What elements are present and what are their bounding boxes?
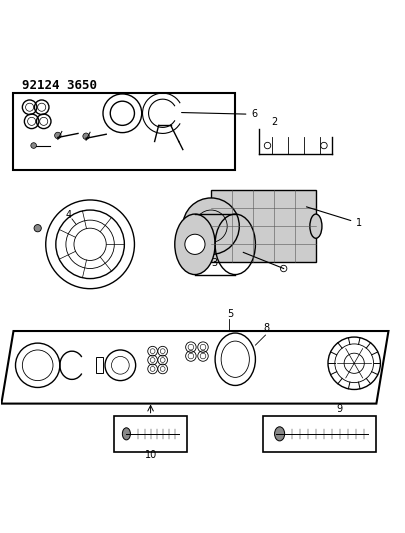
- Text: 1: 1: [306, 207, 361, 228]
- Ellipse shape: [274, 427, 284, 441]
- FancyBboxPatch shape: [211, 190, 315, 262]
- Circle shape: [31, 143, 36, 148]
- Bar: [114, 416, 186, 452]
- Bar: [13, 93, 234, 169]
- Ellipse shape: [174, 214, 215, 274]
- Circle shape: [55, 132, 61, 139]
- Text: 6: 6: [181, 109, 257, 119]
- Circle shape: [182, 198, 239, 254]
- Text: 8: 8: [263, 323, 269, 333]
- Text: 10: 10: [144, 450, 156, 460]
- Text: 5: 5: [227, 309, 233, 319]
- Text: 2: 2: [271, 117, 277, 127]
- Circle shape: [184, 234, 205, 254]
- Bar: [96, 357, 103, 373]
- Bar: [263, 416, 375, 452]
- Text: 92124 3650: 92124 3650: [21, 79, 96, 92]
- Ellipse shape: [309, 214, 321, 238]
- Text: 4: 4: [66, 210, 72, 220]
- Circle shape: [83, 133, 89, 140]
- Circle shape: [280, 265, 286, 272]
- Circle shape: [34, 224, 41, 232]
- Text: 3: 3: [211, 259, 217, 269]
- Ellipse shape: [122, 428, 130, 440]
- Text: 9: 9: [335, 403, 341, 414]
